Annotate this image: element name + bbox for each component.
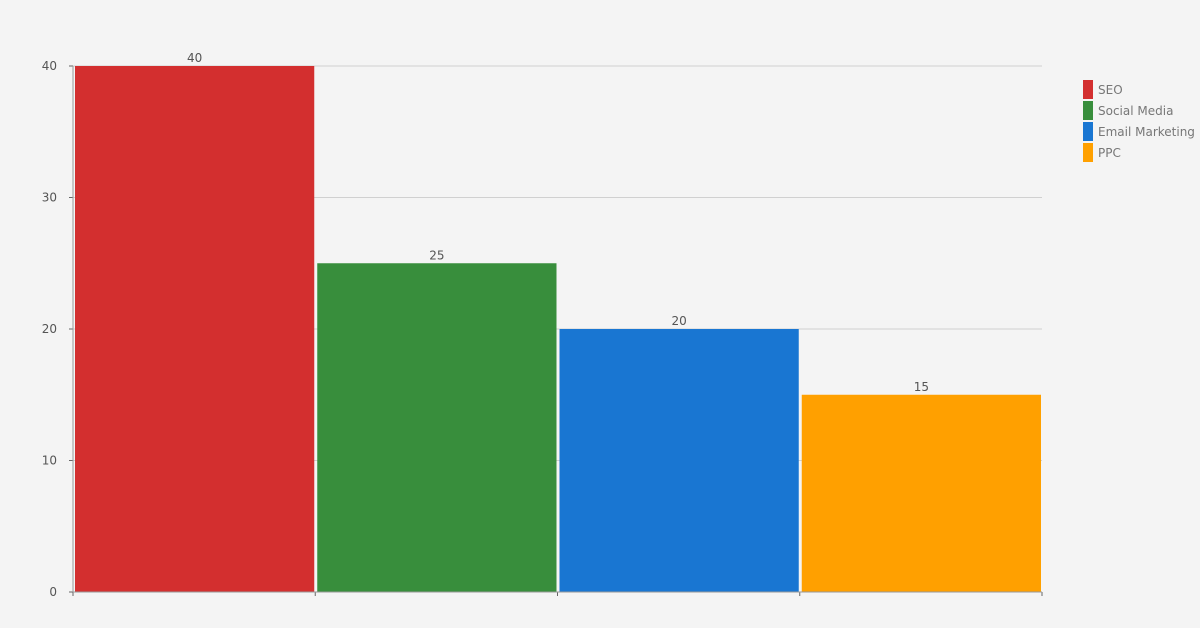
bar-email-marketing: [559, 329, 799, 592]
y-tick-label: 0: [49, 585, 57, 599]
legend-label: PPC: [1098, 145, 1121, 160]
data-label: 15: [914, 380, 929, 394]
legend-swatch: [1083, 122, 1093, 141]
y-tick-label: 40: [42, 59, 57, 73]
legend-item: Social Media: [1083, 100, 1195, 121]
data-label: 40: [187, 51, 202, 65]
legend-label: SEO: [1098, 82, 1123, 97]
legend-swatch: [1083, 80, 1093, 99]
legend-label: Social Media: [1098, 103, 1174, 118]
y-tick-label: 30: [42, 191, 57, 205]
bar-social-media: [317, 263, 557, 592]
legend-item: Email Marketing: [1083, 121, 1195, 142]
bar-ppc: [801, 394, 1041, 592]
y-tick-label: 20: [42, 322, 57, 336]
data-label: 25: [429, 248, 444, 262]
legend-swatch: [1083, 101, 1093, 120]
data-label: 20: [671, 314, 686, 328]
legend: SEO Social Media Email Marketing PPC: [1083, 79, 1195, 163]
y-tick-label: 10: [42, 454, 57, 468]
legend-swatch: [1083, 143, 1093, 162]
legend-item: SEO: [1083, 79, 1195, 100]
legend-label: Email Marketing: [1098, 124, 1195, 139]
legend-item: PPC: [1083, 142, 1195, 163]
bar-seo: [75, 66, 315, 592]
